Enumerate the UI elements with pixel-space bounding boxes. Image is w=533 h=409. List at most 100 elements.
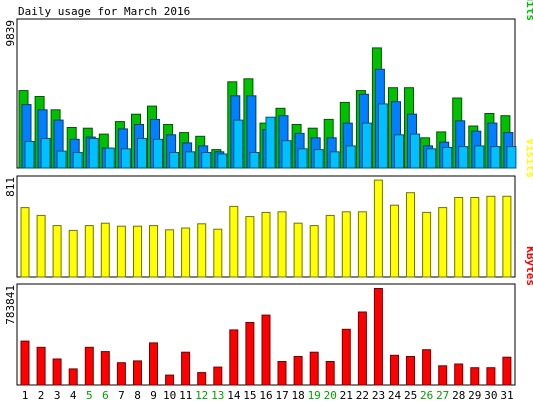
bar-traffic-pages-12	[201, 152, 212, 169]
bar-kbytes-kbytes-21	[341, 328, 351, 386]
bar-kbytes-kbytes-31	[502, 356, 512, 386]
x-tick-label-11: 11	[179, 389, 192, 402]
x-tick-label-24: 24	[388, 389, 402, 402]
x-tick-label-28: 28	[452, 389, 465, 402]
bar-kbytes-kbytes-23	[373, 288, 383, 386]
x-tick-label-8: 8	[134, 389, 141, 402]
x-tick-label-23: 23	[372, 389, 385, 402]
panel-ylabel-kbytes: KBytes	[524, 246, 533, 286]
bar-visits-visits-1	[20, 207, 30, 278]
x-tick-label-16: 16	[259, 389, 272, 402]
bar-kbytes-kbytes-26	[422, 349, 432, 386]
bar-visits-visits-7	[116, 225, 126, 278]
bar-kbytes-kbytes-4	[68, 368, 78, 386]
bar-visits-visits-15	[245, 216, 255, 278]
bar-visits-visits-24	[390, 204, 399, 278]
x-tick-label-26: 26	[420, 389, 433, 402]
x-tick-label-31: 31	[500, 389, 513, 402]
bar-traffic-pages-14	[233, 119, 244, 169]
panel-ylabel-part-traffic-4: Hits	[524, 0, 533, 21]
x-tick-label-9: 9	[150, 389, 157, 402]
x-tick-label-15: 15	[243, 389, 256, 402]
bar-kbytes-kbytes-25	[406, 356, 415, 386]
bar-traffic-pages-24	[394, 134, 404, 169]
bar-visits-visits-19	[309, 225, 319, 278]
x-tick-label-14: 14	[227, 389, 241, 402]
bar-kbytes-kbytes-22	[357, 311, 367, 386]
bar-visits-visits-10	[165, 229, 175, 278]
bar-kbytes-kbytes-18	[293, 356, 303, 386]
x-tick-label-27: 27	[436, 389, 449, 402]
bar-visits-visits-30	[486, 195, 496, 278]
bar-traffic-pages-30	[490, 146, 501, 169]
bar-visits-visits-27	[438, 207, 448, 278]
bar-traffic-pages-3	[56, 150, 67, 169]
bar-visits-visits-9	[149, 225, 158, 278]
bar-traffic-pages-15	[249, 152, 260, 169]
bar-kbytes-kbytes-16	[261, 314, 271, 386]
bar-kbytes-kbytes-14	[229, 329, 239, 386]
bar-traffic-pages-17	[281, 140, 292, 169]
bar-kbytes-kbytes-5	[84, 346, 94, 386]
x-tick-label-25: 25	[404, 389, 417, 402]
bar-kbytes-kbytes-15	[245, 322, 255, 386]
bar-kbytes-kbytes-13	[213, 366, 223, 386]
x-tick-label-21: 21	[340, 389, 353, 402]
panel-ylabel-part-kbytes-0: KBytes	[524, 246, 533, 286]
bar-traffic-pages-23	[377, 103, 388, 169]
bar-visits-visits-25	[406, 192, 415, 278]
bar-traffic-pages-22	[361, 122, 372, 169]
bar-kbytes-kbytes-28	[454, 363, 464, 386]
bar-traffic-pages-18	[297, 148, 308, 169]
panel-ylabel-traffic: Pages/Files/Hits	[524, 0, 533, 21]
bar-visits-visits-21	[341, 211, 351, 278]
x-tick-label-10: 10	[163, 389, 176, 402]
bar-kbytes-kbytes-1	[20, 340, 30, 386]
x-tick-label-20: 20	[324, 389, 337, 402]
bar-traffic-pages-27	[442, 146, 453, 169]
panel-max-label-traffic: 9839	[4, 20, 17, 47]
bar-visits-visits-18	[293, 222, 303, 278]
x-tick-label-30: 30	[484, 389, 497, 402]
x-tick-label-5: 5	[86, 389, 93, 402]
x-tick-label-6: 6	[102, 389, 109, 402]
bar-traffic-pages-16	[265, 116, 276, 169]
bar-kbytes-kbytes-7	[116, 362, 126, 386]
bar-visits-visits-6	[100, 222, 110, 278]
bar-traffic-pages-20	[329, 151, 340, 169]
chart-title: Daily usage for March 2016	[18, 5, 190, 18]
bar-visits-visits-22	[357, 211, 367, 278]
x-tick-label-17: 17	[275, 389, 288, 402]
bar-traffic-pages-28	[458, 146, 469, 169]
bar-traffic-pages-5	[88, 138, 99, 169]
panel-ylabel-part-visits-0: Visits	[524, 138, 533, 178]
bar-kbytes-kbytes-8	[133, 360, 142, 386]
bar-traffic-pages-4	[72, 152, 83, 169]
bar-visits-visits-12	[197, 223, 207, 278]
panel-ylabel-visits: Visits	[524, 138, 533, 178]
bar-kbytes-kbytes-29	[470, 367, 480, 386]
bar-visits-visits-3	[52, 225, 62, 278]
bar-kbytes-kbytes-30	[486, 367, 496, 386]
bar-kbytes-kbytes-19	[309, 351, 319, 386]
bar-visits-visits-28	[454, 197, 464, 278]
bar-kbytes-kbytes-6	[100, 351, 110, 386]
bar-kbytes-kbytes-3	[52, 358, 62, 386]
x-tick-label-29: 29	[468, 389, 481, 402]
x-tick-label-13: 13	[211, 389, 224, 402]
panel-max-label-visits: 811	[4, 177, 17, 197]
x-tick-label-18: 18	[291, 389, 304, 402]
panel-max-label-kbytes: 783841	[4, 285, 17, 325]
bar-traffic-pages-31	[506, 146, 517, 169]
bar-kbytes-kbytes-24	[390, 354, 399, 386]
bar-kbytes-kbytes-9	[149, 342, 158, 386]
x-tick-label-1: 1	[22, 389, 29, 402]
bar-kbytes-kbytes-12	[197, 372, 207, 386]
bar-kbytes-kbytes-10	[165, 374, 175, 386]
bar-traffic-pages-10	[169, 152, 180, 169]
bar-traffic-pages-29	[474, 145, 485, 169]
bar-kbytes-kbytes-17	[277, 361, 287, 386]
bar-visits-visits-14	[229, 205, 239, 278]
x-tick-label-22: 22	[356, 389, 369, 402]
